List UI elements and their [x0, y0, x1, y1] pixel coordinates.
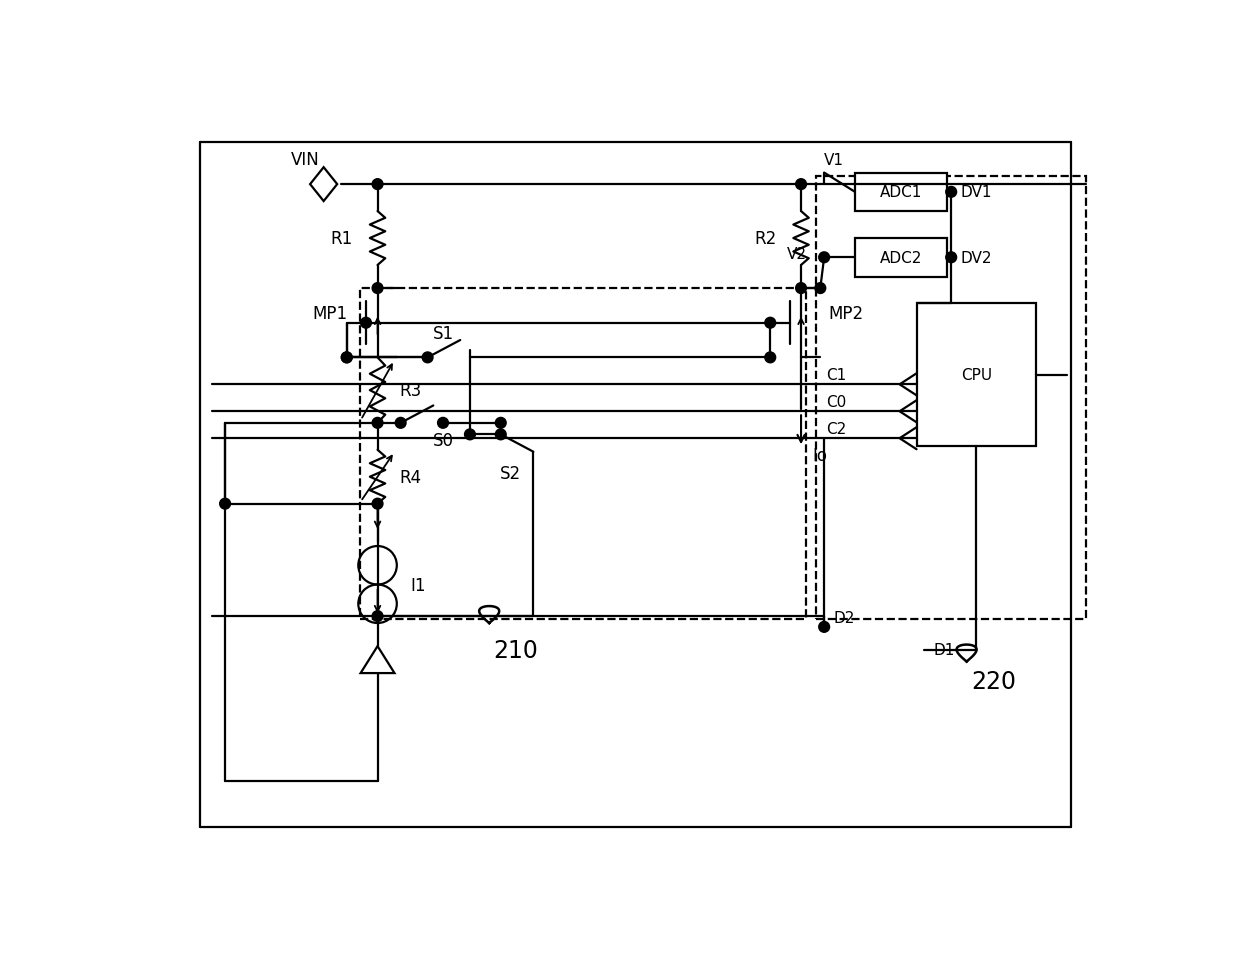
Text: I1: I1	[410, 575, 425, 594]
Text: D1: D1	[934, 643, 955, 658]
Text: V1: V1	[825, 152, 844, 168]
Circle shape	[396, 418, 405, 429]
Circle shape	[946, 253, 956, 264]
Circle shape	[438, 418, 449, 429]
Circle shape	[341, 353, 352, 363]
Text: 210: 210	[494, 638, 538, 662]
Circle shape	[796, 283, 806, 294]
Circle shape	[372, 611, 383, 621]
Text: C1: C1	[826, 367, 846, 382]
Circle shape	[372, 180, 383, 191]
Circle shape	[372, 283, 383, 294]
Text: S1: S1	[433, 324, 454, 342]
Circle shape	[815, 283, 826, 294]
Text: R4: R4	[399, 468, 422, 487]
Text: R3: R3	[399, 382, 422, 400]
Text: S0: S0	[433, 431, 454, 449]
Circle shape	[361, 318, 372, 329]
FancyBboxPatch shape	[854, 173, 947, 212]
Circle shape	[372, 418, 383, 429]
Circle shape	[796, 180, 806, 191]
Text: D2: D2	[833, 611, 854, 625]
Circle shape	[465, 430, 475, 441]
Circle shape	[422, 353, 433, 363]
Text: R1: R1	[331, 230, 353, 248]
Circle shape	[765, 318, 776, 329]
Circle shape	[946, 188, 956, 198]
Circle shape	[372, 499, 383, 510]
Text: C0: C0	[826, 395, 846, 409]
Text: MP1: MP1	[312, 305, 347, 323]
Text: MP2: MP2	[828, 305, 863, 323]
Text: C2: C2	[826, 421, 846, 437]
Text: V2: V2	[787, 246, 807, 262]
Text: S2: S2	[500, 464, 521, 483]
FancyBboxPatch shape	[854, 238, 947, 277]
Text: DV2: DV2	[961, 250, 992, 266]
Circle shape	[341, 353, 352, 363]
Text: 220: 220	[971, 669, 1016, 693]
FancyBboxPatch shape	[916, 304, 1035, 446]
Circle shape	[765, 353, 776, 363]
Text: R2: R2	[754, 230, 776, 248]
Circle shape	[495, 418, 506, 429]
Text: ADC1: ADC1	[880, 185, 923, 200]
Text: Io: Io	[812, 446, 827, 465]
Circle shape	[219, 499, 231, 510]
Circle shape	[495, 430, 506, 441]
Circle shape	[818, 621, 830, 633]
Text: VIN: VIN	[291, 151, 320, 169]
Circle shape	[818, 253, 830, 264]
Text: CPU: CPU	[961, 367, 992, 383]
Text: ADC2: ADC2	[880, 250, 923, 266]
Text: DV1: DV1	[961, 185, 992, 200]
